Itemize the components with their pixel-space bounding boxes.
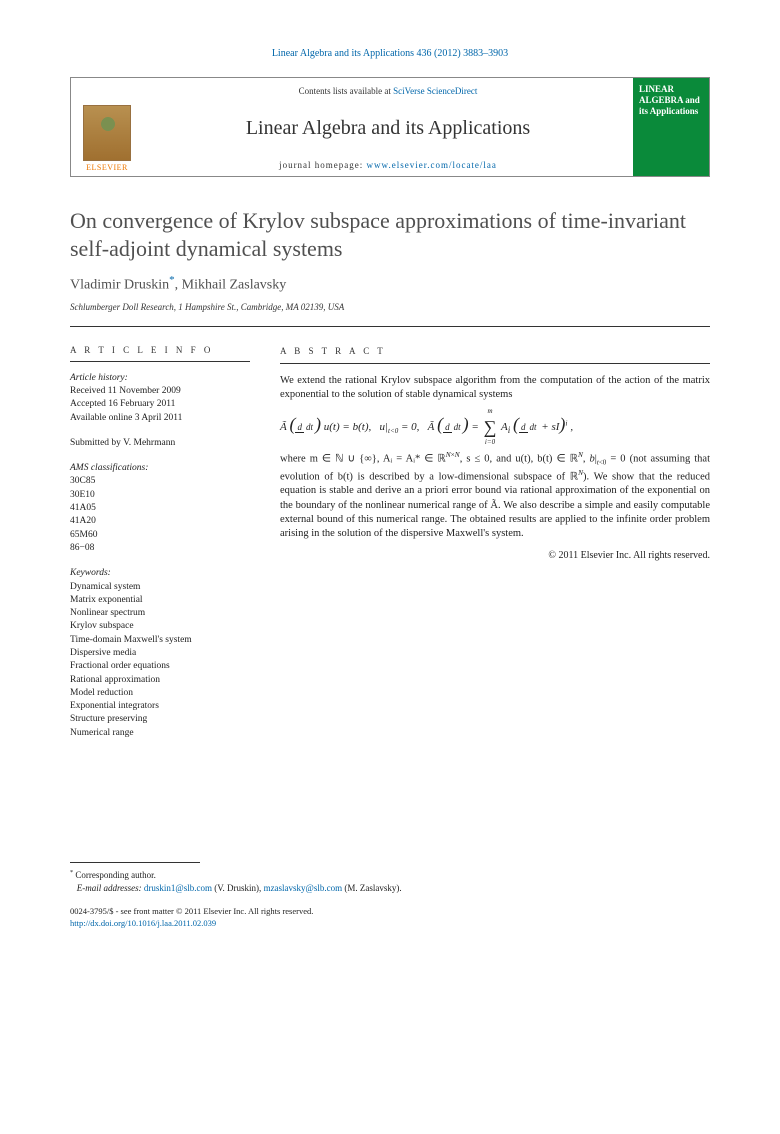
author-separator: ,	[175, 278, 182, 293]
two-column-body: A R T I C L E I N F O Article history: R…	[70, 345, 710, 752]
ams-code: 41A05	[70, 502, 250, 515]
keyword: Nonlinear spectrum	[70, 607, 250, 620]
footnotes: * Corresponding author. E-mail addresses…	[70, 869, 710, 894]
author-email-link[interactable]: druskin1@slb.com	[144, 883, 212, 893]
email-footnote: E-mail addresses: druskin1@slb.com (V. D…	[70, 882, 710, 895]
keyword: Matrix exponential	[70, 594, 250, 607]
author-2: Mikhail Zaslavsky	[182, 278, 287, 293]
author-email-link[interactable]: mzaslavsky@slb.com	[264, 883, 343, 893]
footnote-rule	[70, 862, 200, 863]
keyword: Model reduction	[70, 687, 250, 700]
abstract-heading: A B S T R A C T	[280, 345, 710, 364]
keyword: Structure preserving	[70, 713, 250, 726]
keyword: Krylov subspace	[70, 620, 250, 633]
abstract-column: A B S T R A C T We extend the rational K…	[280, 345, 710, 752]
history-label: Article history:	[70, 372, 250, 385]
journal-homepage-link[interactable]: www.elsevier.com/locate/laa	[367, 160, 497, 170]
homepage-prefix: journal homepage:	[279, 160, 366, 170]
page: Linear Algebra and its Applications 436 …	[0, 0, 780, 970]
article-title: On convergence of Krylov subspace approx…	[70, 207, 710, 262]
received-date: Received 11 November 2009	[70, 385, 250, 398]
footnote-text: Corresponding author.	[75, 870, 156, 880]
email-name: (V. Druskin),	[214, 883, 261, 893]
ams-code: 30C85	[70, 475, 250, 488]
abstract-paragraph-1: We extend the rational Krylov subspace a…	[280, 374, 710, 402]
online-date: Available online 3 April 2011	[70, 412, 250, 425]
keywords-label: Keywords:	[70, 567, 250, 580]
emails-label: E-mail addresses:	[77, 883, 142, 893]
keywords-block: Keywords: Dynamical system Matrix expone…	[70, 567, 250, 740]
keyword: Rational approximation	[70, 674, 250, 687]
ams-code: 65M60	[70, 529, 250, 542]
page-footer: 0024-3795/$ - see front matter © 2011 El…	[70, 906, 710, 930]
keyword: Dynamical system	[70, 581, 250, 594]
journal-cover-thumbnail: LINEAR ALGEBRA and its Applications	[633, 78, 709, 176]
contents-available-line: Contents lists available at SciVerse Sci…	[153, 86, 623, 96]
author-1: Vladimir Druskin	[70, 278, 169, 293]
ams-block: AMS classifications: 30C85 30E10 41A05 4…	[70, 462, 250, 555]
doi-link[interactable]: http://dx.doi.org/10.1016/j.laa.2011.02.…	[70, 918, 216, 928]
submitted-by: Submitted by V. Mehrmann	[70, 437, 250, 450]
keyword: Numerical range	[70, 727, 250, 740]
keyword: Time-domain Maxwell's system	[70, 634, 250, 647]
keyword: Exponential integrators	[70, 700, 250, 713]
contents-prefix: Contents lists available at	[299, 86, 393, 96]
journal-homepage-line: journal homepage: www.elsevier.com/locat…	[153, 160, 623, 170]
article-history: Article history: Received 11 November 20…	[70, 372, 250, 425]
article-info-column: A R T I C L E I N F O Article history: R…	[70, 345, 250, 752]
corresponding-author-footnote: * Corresponding author.	[70, 869, 710, 882]
masthead-center: Contents lists available at SciVerse Sci…	[143, 78, 633, 176]
abstract-paragraph-2: where m ∈ ℕ ∪ {∞}, Aᵢ = Aᵢ* ∈ ℝN×N, s ≤ …	[280, 450, 710, 541]
display-equation: Ã (ddt) u(t) = b(t), u|t<0 = 0, Ã (ddt) …	[280, 412, 710, 440]
journal-masthead: ELSEVIER Contents lists available at Sci…	[70, 77, 710, 177]
publisher-name: ELSEVIER	[86, 163, 128, 172]
ams-code: 41A20	[70, 515, 250, 528]
abstract-copyright: © 2011 Elsevier Inc. All rights reserved…	[280, 549, 710, 563]
ams-label: AMS classifications:	[70, 462, 250, 475]
keyword: Dispersive media	[70, 647, 250, 660]
affiliation: Schlumberger Doll Research, 1 Hampshire …	[70, 302, 710, 312]
publisher-logo-block: ELSEVIER	[71, 78, 143, 176]
elsevier-tree-icon	[83, 105, 131, 161]
sciencedirect-link[interactable]: SciVerse ScienceDirect	[393, 86, 477, 96]
abstract-text: , s ≤ 0, and u(t), b(t) ∈ ℝ	[460, 453, 578, 464]
cover-title: LINEAR ALGEBRA and its Applications	[639, 84, 703, 116]
issn-line: 0024-3795/$ - see front matter © 2011 El…	[70, 906, 710, 918]
accepted-date: Accepted 16 February 2011	[70, 398, 250, 411]
author-line: Vladimir Druskin*, Mikhail Zaslavsky	[70, 274, 710, 294]
abstract-text: where m ∈ ℕ ∪ {∞}, Aᵢ = Aᵢ* ∈ ℝ	[280, 453, 446, 464]
journal-name: Linear Algebra and its Applications	[153, 117, 623, 140]
ams-code: 86−08	[70, 542, 250, 555]
email-name: (M. Zaslavsky).	[344, 883, 401, 893]
ams-code: 30E10	[70, 489, 250, 502]
article-info-heading: A R T I C L E I N F O	[70, 345, 250, 362]
divider	[70, 326, 710, 327]
running-head-citation: Linear Algebra and its Applications 436 …	[70, 48, 710, 59]
keyword: Fractional order equations	[70, 660, 250, 673]
